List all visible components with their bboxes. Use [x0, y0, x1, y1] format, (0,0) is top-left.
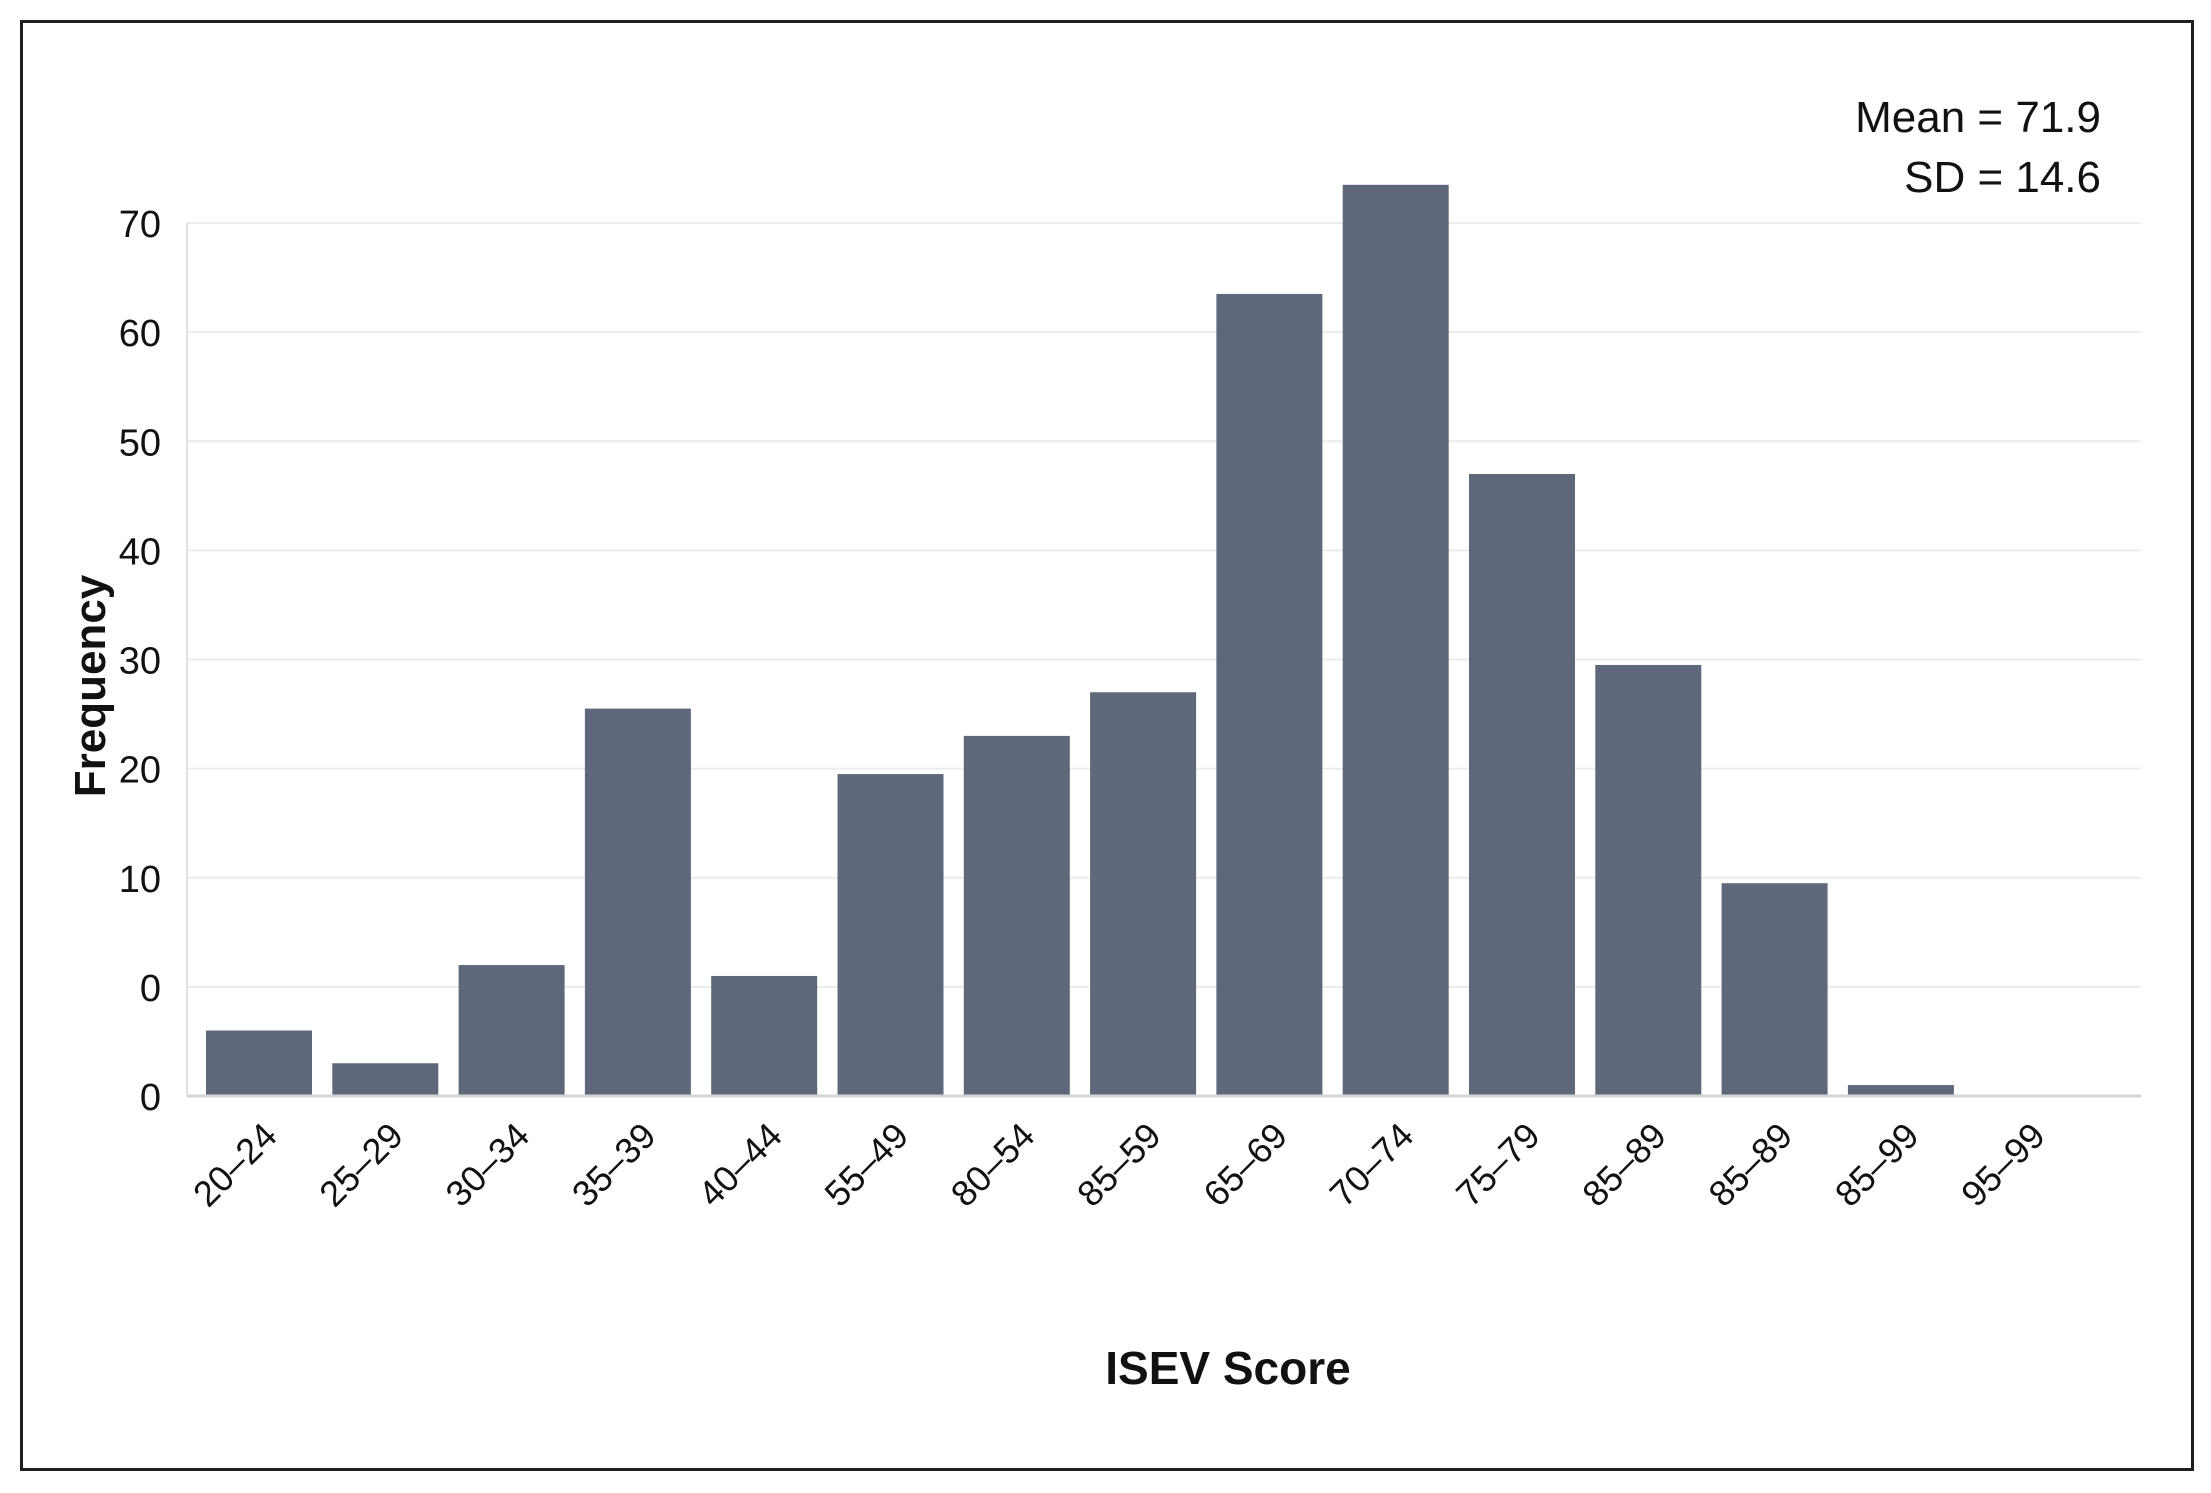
y-tick-label: 70 [119, 204, 161, 246]
x-tick-label: 95–99 [1953, 1115, 2053, 1215]
bar [837, 774, 944, 1096]
mean-annotation: Mean = 71.9 [1855, 93, 2101, 142]
y-tick-label: 20 [119, 750, 161, 792]
x-tick-label: 20–24 [185, 1115, 285, 1215]
y-axis-label: Frequency [66, 574, 115, 798]
x-tick-label: 55–49 [816, 1115, 916, 1215]
x-axis-label: ISEV Score [1105, 1342, 1351, 1394]
y-tick-label: 40 [119, 531, 161, 573]
bar [206, 1030, 312, 1096]
bar [1721, 883, 1828, 1096]
y-tick-labels: 0 0 10 20 30 40 50 60 70 [119, 204, 161, 1119]
x-tick-label: 65–69 [1195, 1115, 1295, 1215]
bar [458, 965, 565, 1096]
bar [1595, 664, 1702, 1096]
y-tick-label: 10 [119, 859, 161, 901]
bar [1216, 293, 1323, 1096]
bar [1847, 1085, 1954, 1096]
x-tick-label: 85–89 [1574, 1115, 1674, 1215]
x-tick-label: 70–74 [1322, 1115, 1422, 1215]
x-tick-label: 75–79 [1448, 1115, 1548, 1215]
bar [1342, 184, 1449, 1096]
x-tick-label: 80–54 [943, 1115, 1043, 1215]
y-tick-label: 0 [140, 1077, 161, 1119]
bar [1469, 473, 1575, 1096]
y-tick-label: 50 [119, 422, 161, 464]
x-tick-label: 30–34 [437, 1115, 537, 1215]
axes [186, 223, 2141, 1098]
sd-annotation: SD = 14.6 [1904, 153, 2101, 202]
bar [711, 975, 818, 1096]
bar [1090, 692, 1197, 1096]
bar [332, 1063, 439, 1096]
x-tick-label: 40–44 [690, 1115, 790, 1215]
x-tick-label: 25–29 [311, 1115, 411, 1215]
bar [963, 735, 1070, 1096]
x-tick-label: 85–59 [1069, 1115, 1169, 1215]
x-tick-label: 85–89 [1700, 1115, 1800, 1215]
y-tick-label: 60 [119, 313, 161, 355]
y-tick-label: 30 [119, 641, 161, 683]
x-tick-label: 85–99 [1827, 1115, 1927, 1215]
bar [584, 708, 691, 1096]
x-tick-label: 35–39 [564, 1115, 664, 1215]
y-tick-label: 0 [140, 968, 161, 1010]
bars [206, 184, 1954, 1096]
chart-frame: 0 0 10 20 30 40 50 60 70 20–24 25–29 30–34 35–39 40–… [20, 20, 2194, 1471]
x-tick-labels: 20–24 25–29 30–34 35–39 40–44 55–49 80–54 85–59… [185, 1115, 2053, 1215]
histogram-chart: 0 0 10 20 30 40 50 60 70 20–24 25–29 30–34 35–39 40–… [119, 184, 2141, 1215]
